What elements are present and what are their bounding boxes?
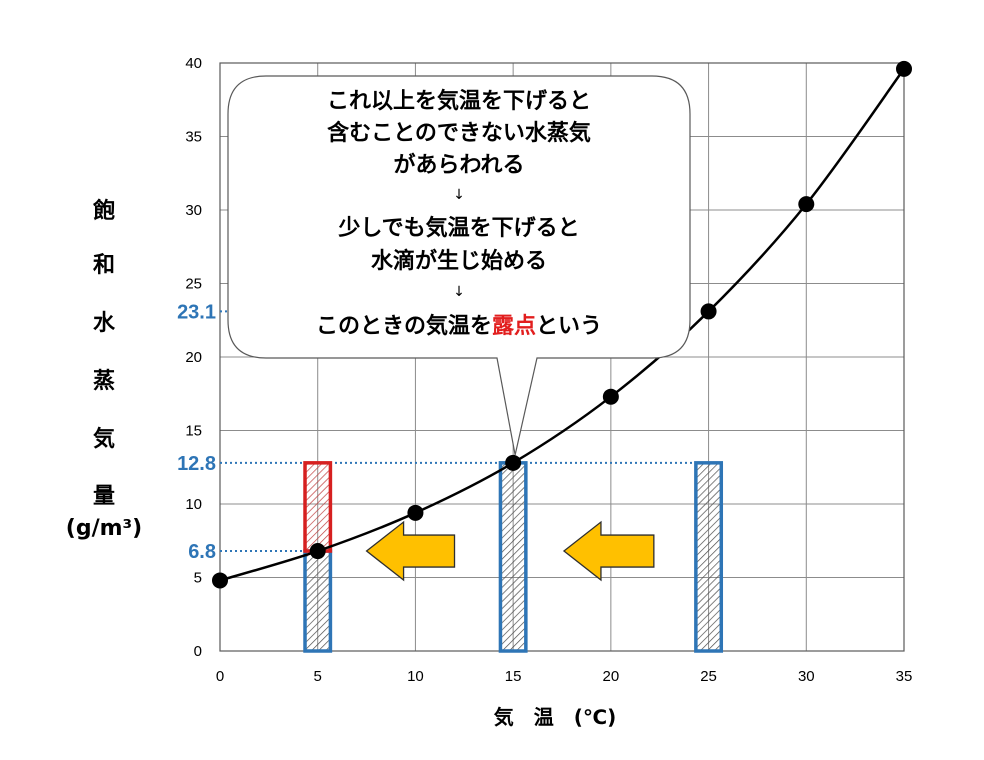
data-point-35 (896, 60, 912, 77)
callout-bubble (227, 75, 691, 455)
bar-2 (303, 461, 333, 553)
data-point-30 (798, 196, 815, 213)
y-tick-0: 0 (194, 643, 202, 660)
data-point-0 (212, 572, 228, 589)
data-point-25 (700, 303, 717, 320)
callout-line-5: 水滴が生じ始める (371, 248, 547, 274)
x-tick-25: 25 (700, 668, 717, 685)
shift-arrows (365, 520, 655, 582)
data-points (212, 60, 912, 589)
callout-line-6: このときの気温を露点という (316, 313, 602, 339)
y-label-char-6: 量 (93, 484, 115, 509)
y-label-char-2: 和 (93, 253, 115, 278)
callout: これ以上を気温を下げると 含むことのできない水蒸気 があらわれる ↓ 少しでも気… (227, 75, 691, 455)
y-label-char-5: 気 (93, 426, 115, 452)
y-label-unit: (g/m³) (66, 516, 142, 541)
callout-line-1: これ以上を気温を下げると (327, 88, 591, 114)
plot-frame (219, 62, 905, 652)
x-tick-20: 20 (603, 668, 620, 685)
ref-label-23.1: 23.1 (177, 301, 216, 323)
callout-line-6-post: という (536, 314, 602, 339)
x-tick-10: 10 (407, 668, 424, 685)
data-point-10 (407, 504, 424, 521)
bar-4 (694, 461, 724, 653)
y-tick-35: 35 (185, 129, 202, 146)
data-point-5 (309, 543, 326, 560)
y-tick-10: 10 (185, 496, 202, 513)
arrow-1 (365, 520, 456, 582)
arrow-2 (562, 520, 655, 582)
callout-line-2: 含むことのできない水蒸気 (327, 120, 591, 146)
callout-line-6-pre: このときの気温を (316, 313, 492, 339)
y-label-char-1: 飽 (92, 198, 115, 224)
y-tick-40: 40 (185, 55, 202, 72)
data-point-15 (505, 454, 522, 471)
callout-arrow-1: ↓ (453, 187, 465, 203)
callout-arrow-2: ↓ (453, 284, 465, 300)
y-label-char-3: 水 (93, 311, 116, 336)
ref-label-6.8: 6.8 (188, 541, 216, 563)
y-tick-labels: 0 5 10 15 20 25 30 35 40 (185, 55, 202, 660)
y-axis-label: 飽 和 水 蒸 気 量 (g/m³) (66, 198, 142, 541)
x-tick-30: 30 (798, 668, 815, 685)
reference-value-labels: 23.1 12.8 6.8 (177, 301, 216, 563)
x-tick-15: 15 (505, 668, 522, 685)
y-tick-5: 5 (194, 570, 202, 587)
x-tick-5: 5 (314, 668, 322, 685)
x-tick-0: 0 (216, 668, 224, 685)
y-label-char-4: 蒸 (93, 369, 115, 394)
y-tick-25: 25 (185, 276, 202, 293)
y-tick-15: 15 (185, 423, 202, 440)
dew-point-term: 露点 (492, 313, 536, 339)
bars (303, 461, 724, 653)
callout-line-4: 少しでも気温を下げると (337, 215, 579, 241)
callout-line-3: があらわれる (394, 152, 525, 178)
y-tick-20: 20 (185, 349, 202, 366)
bar-1 (303, 549, 333, 653)
bar-3 (498, 461, 528, 653)
data-point-20 (602, 388, 619, 405)
x-tick-35: 35 (896, 668, 913, 685)
x-axis-label: 気 温 (℃) (494, 705, 617, 729)
x-tick-labels: 0 5 10 15 20 25 30 35 (216, 668, 913, 685)
ref-label-12.8: 12.8 (177, 453, 216, 475)
y-tick-30: 30 (185, 202, 202, 219)
